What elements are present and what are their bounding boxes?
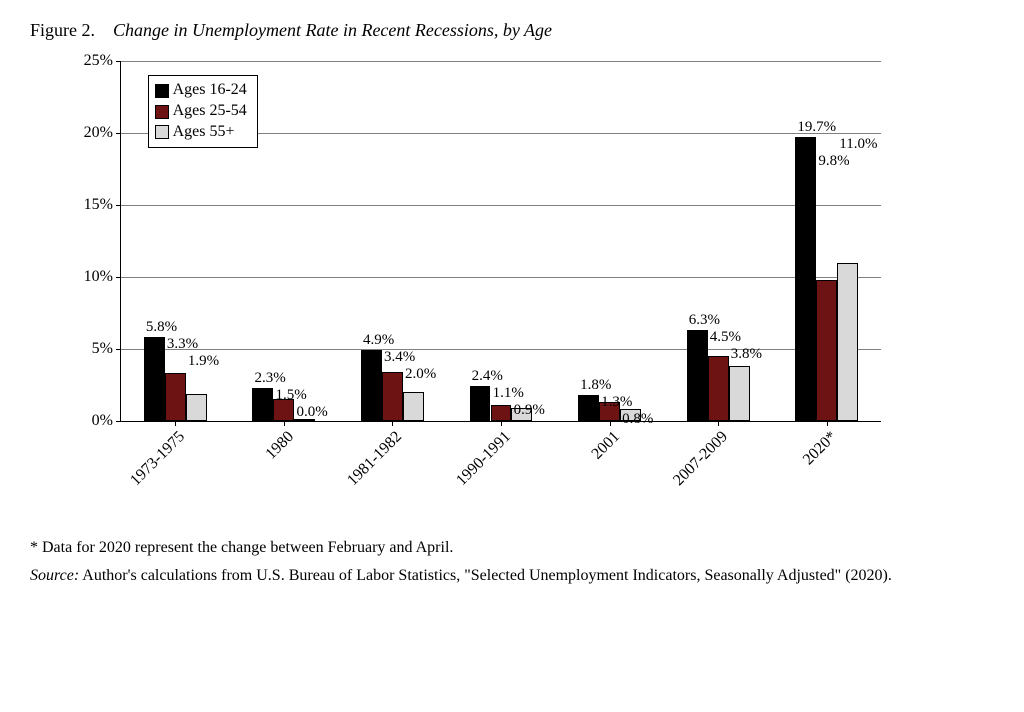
xtick-mark xyxy=(610,421,611,426)
bar-value-label: 5.8% xyxy=(146,319,177,336)
bar-value-label: 1.3% xyxy=(601,394,632,411)
footnote-text: * Data for 2020 represent the change bet… xyxy=(30,539,453,556)
bar xyxy=(144,337,165,421)
bar-value-label: 0.9% xyxy=(514,402,545,419)
legend-item: Ages 55+ xyxy=(155,122,247,143)
ytick-label: 25% xyxy=(84,52,121,70)
chart: 0% 5% 10% 15% 20% 25% 5.8%3.3%1.9% 1973-1975 2.3… xyxy=(60,51,940,531)
xtick-label: 2007-2009 xyxy=(663,421,732,490)
ytick-label: 5% xyxy=(92,340,121,358)
source-label: Source: xyxy=(30,567,79,584)
bar-value-label: 11.0% xyxy=(839,136,877,153)
bar-value-label: 1.9% xyxy=(188,353,219,370)
bar xyxy=(837,263,858,421)
bar-value-label: 2.0% xyxy=(405,366,436,383)
legend-label: Ages 16-24 xyxy=(173,80,247,101)
xtick-mark xyxy=(284,421,285,426)
bar-value-label: 1.8% xyxy=(580,377,611,394)
xtick-mark xyxy=(392,421,393,426)
bar-value-label: 0.0% xyxy=(296,404,327,421)
bar xyxy=(816,280,837,421)
source: Source: Author's calculations from U.S. … xyxy=(30,565,990,587)
bar xyxy=(687,330,708,421)
legend-label: Ages 25-54 xyxy=(173,101,247,122)
bar xyxy=(252,388,273,421)
gridline xyxy=(121,205,881,206)
legend: Ages 16-24Ages 25-54Ages 55+ xyxy=(148,75,258,147)
ytick-label: 10% xyxy=(84,268,121,286)
figure-number: Figure 2. xyxy=(30,20,95,40)
legend-label: Ages 55+ xyxy=(173,122,235,143)
bar xyxy=(578,395,599,421)
bar xyxy=(186,394,207,421)
legend-swatch xyxy=(155,84,169,98)
bar-value-label: 2.4% xyxy=(472,368,503,385)
gridline xyxy=(121,61,881,62)
xtick-label: 1973-1975 xyxy=(120,421,189,490)
bar-value-label: 0.8% xyxy=(622,411,653,428)
bar-value-label: 3.8% xyxy=(731,346,762,363)
gridline xyxy=(121,349,881,350)
bar-value-label: 19.7% xyxy=(797,119,836,136)
footnote: * Data for 2020 represent the change bet… xyxy=(30,537,990,559)
xtick-mark xyxy=(718,421,719,426)
xtick-label: 1980 xyxy=(255,421,297,463)
plot-area: 0%5%10%15%20%25%5.8%3.3%1.9%1973-19752.3… xyxy=(120,61,881,422)
bar-value-label: 4.5% xyxy=(710,329,741,346)
legend-swatch xyxy=(155,105,169,119)
xtick-mark xyxy=(827,421,828,426)
bar xyxy=(165,373,186,421)
legend-item: Ages 16-24 xyxy=(155,80,247,101)
bar-value-label: 3.3% xyxy=(167,336,198,353)
gridline xyxy=(121,277,881,278)
xtick-label: 1990-1991 xyxy=(446,421,515,490)
bar-value-label: 4.9% xyxy=(363,332,394,349)
source-text: Author's calculations from U.S. Bureau o… xyxy=(79,567,892,584)
legend-swatch xyxy=(155,125,169,139)
figure-title: Figure 2. Change in Unemployment Rate in… xyxy=(30,20,994,41)
ytick-label: 0% xyxy=(92,412,121,430)
bar-value-label: 3.4% xyxy=(384,349,415,366)
bar xyxy=(729,366,750,421)
xtick-mark xyxy=(501,421,502,426)
bar-value-label: 9.8% xyxy=(818,153,849,170)
bar-value-label: 1.5% xyxy=(275,387,306,404)
xtick-label: 2020* xyxy=(792,421,840,469)
bar xyxy=(470,386,491,421)
xtick-label: 2001 xyxy=(581,421,623,463)
bar xyxy=(491,405,512,421)
bar-value-label: 1.1% xyxy=(493,385,524,402)
bar-value-label: 6.3% xyxy=(689,312,720,329)
bar xyxy=(403,392,424,421)
figure-description: Change in Unemployment Rate in Recent Re… xyxy=(113,20,552,40)
bar xyxy=(795,137,816,421)
bar xyxy=(382,372,403,421)
bar xyxy=(361,350,382,421)
ytick-label: 15% xyxy=(84,196,121,214)
ytick-label: 20% xyxy=(84,124,121,142)
xtick-label: 1981-1982 xyxy=(337,421,406,490)
bar xyxy=(708,356,729,421)
xtick-mark xyxy=(175,421,176,426)
bar-value-label: 2.3% xyxy=(254,370,285,387)
legend-item: Ages 25-54 xyxy=(155,101,247,122)
